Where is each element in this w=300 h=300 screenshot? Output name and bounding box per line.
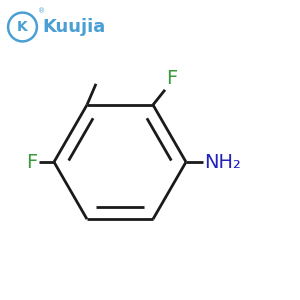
Text: Kuujia: Kuujia <box>42 18 106 36</box>
Text: F: F <box>26 152 38 172</box>
Text: K: K <box>17 20 28 34</box>
Text: NH₂: NH₂ <box>204 152 241 172</box>
Text: ®: ® <box>38 8 46 14</box>
Text: F: F <box>167 69 178 88</box>
